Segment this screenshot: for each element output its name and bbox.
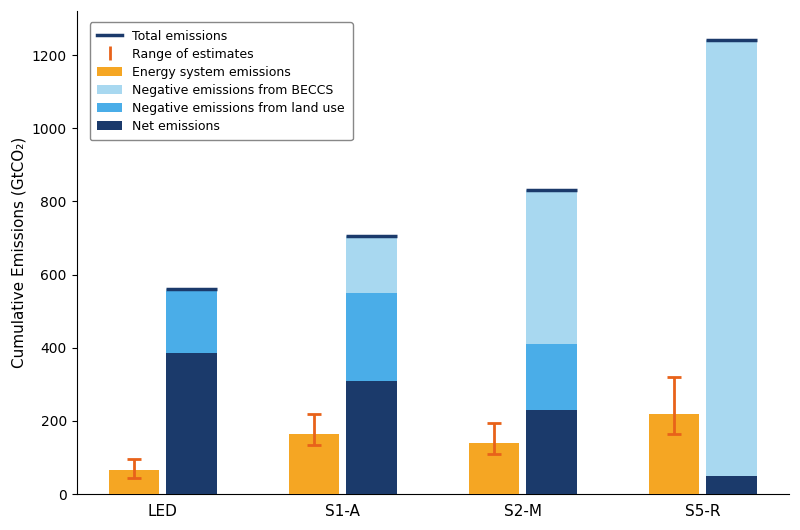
Bar [526, 410, 577, 494]
Bar [166, 291, 217, 354]
Legend: Total emissions, Range of estimates, Energy system emissions, Negative emissions: Total emissions, Range of estimates, Ene… [90, 22, 353, 140]
Bar [706, 476, 757, 494]
Bar [649, 413, 699, 494]
Bar [166, 354, 217, 494]
Bar [346, 381, 397, 494]
Bar [346, 236, 397, 293]
Bar [166, 289, 217, 291]
Bar [346, 293, 397, 381]
Bar [706, 40, 757, 476]
Bar [469, 443, 519, 494]
Bar [526, 344, 577, 410]
Bar [526, 190, 577, 344]
Y-axis label: Cumulative Emissions (GtCO₂): Cumulative Emissions (GtCO₂) [11, 137, 26, 368]
Bar [289, 434, 339, 494]
Bar [109, 471, 159, 494]
